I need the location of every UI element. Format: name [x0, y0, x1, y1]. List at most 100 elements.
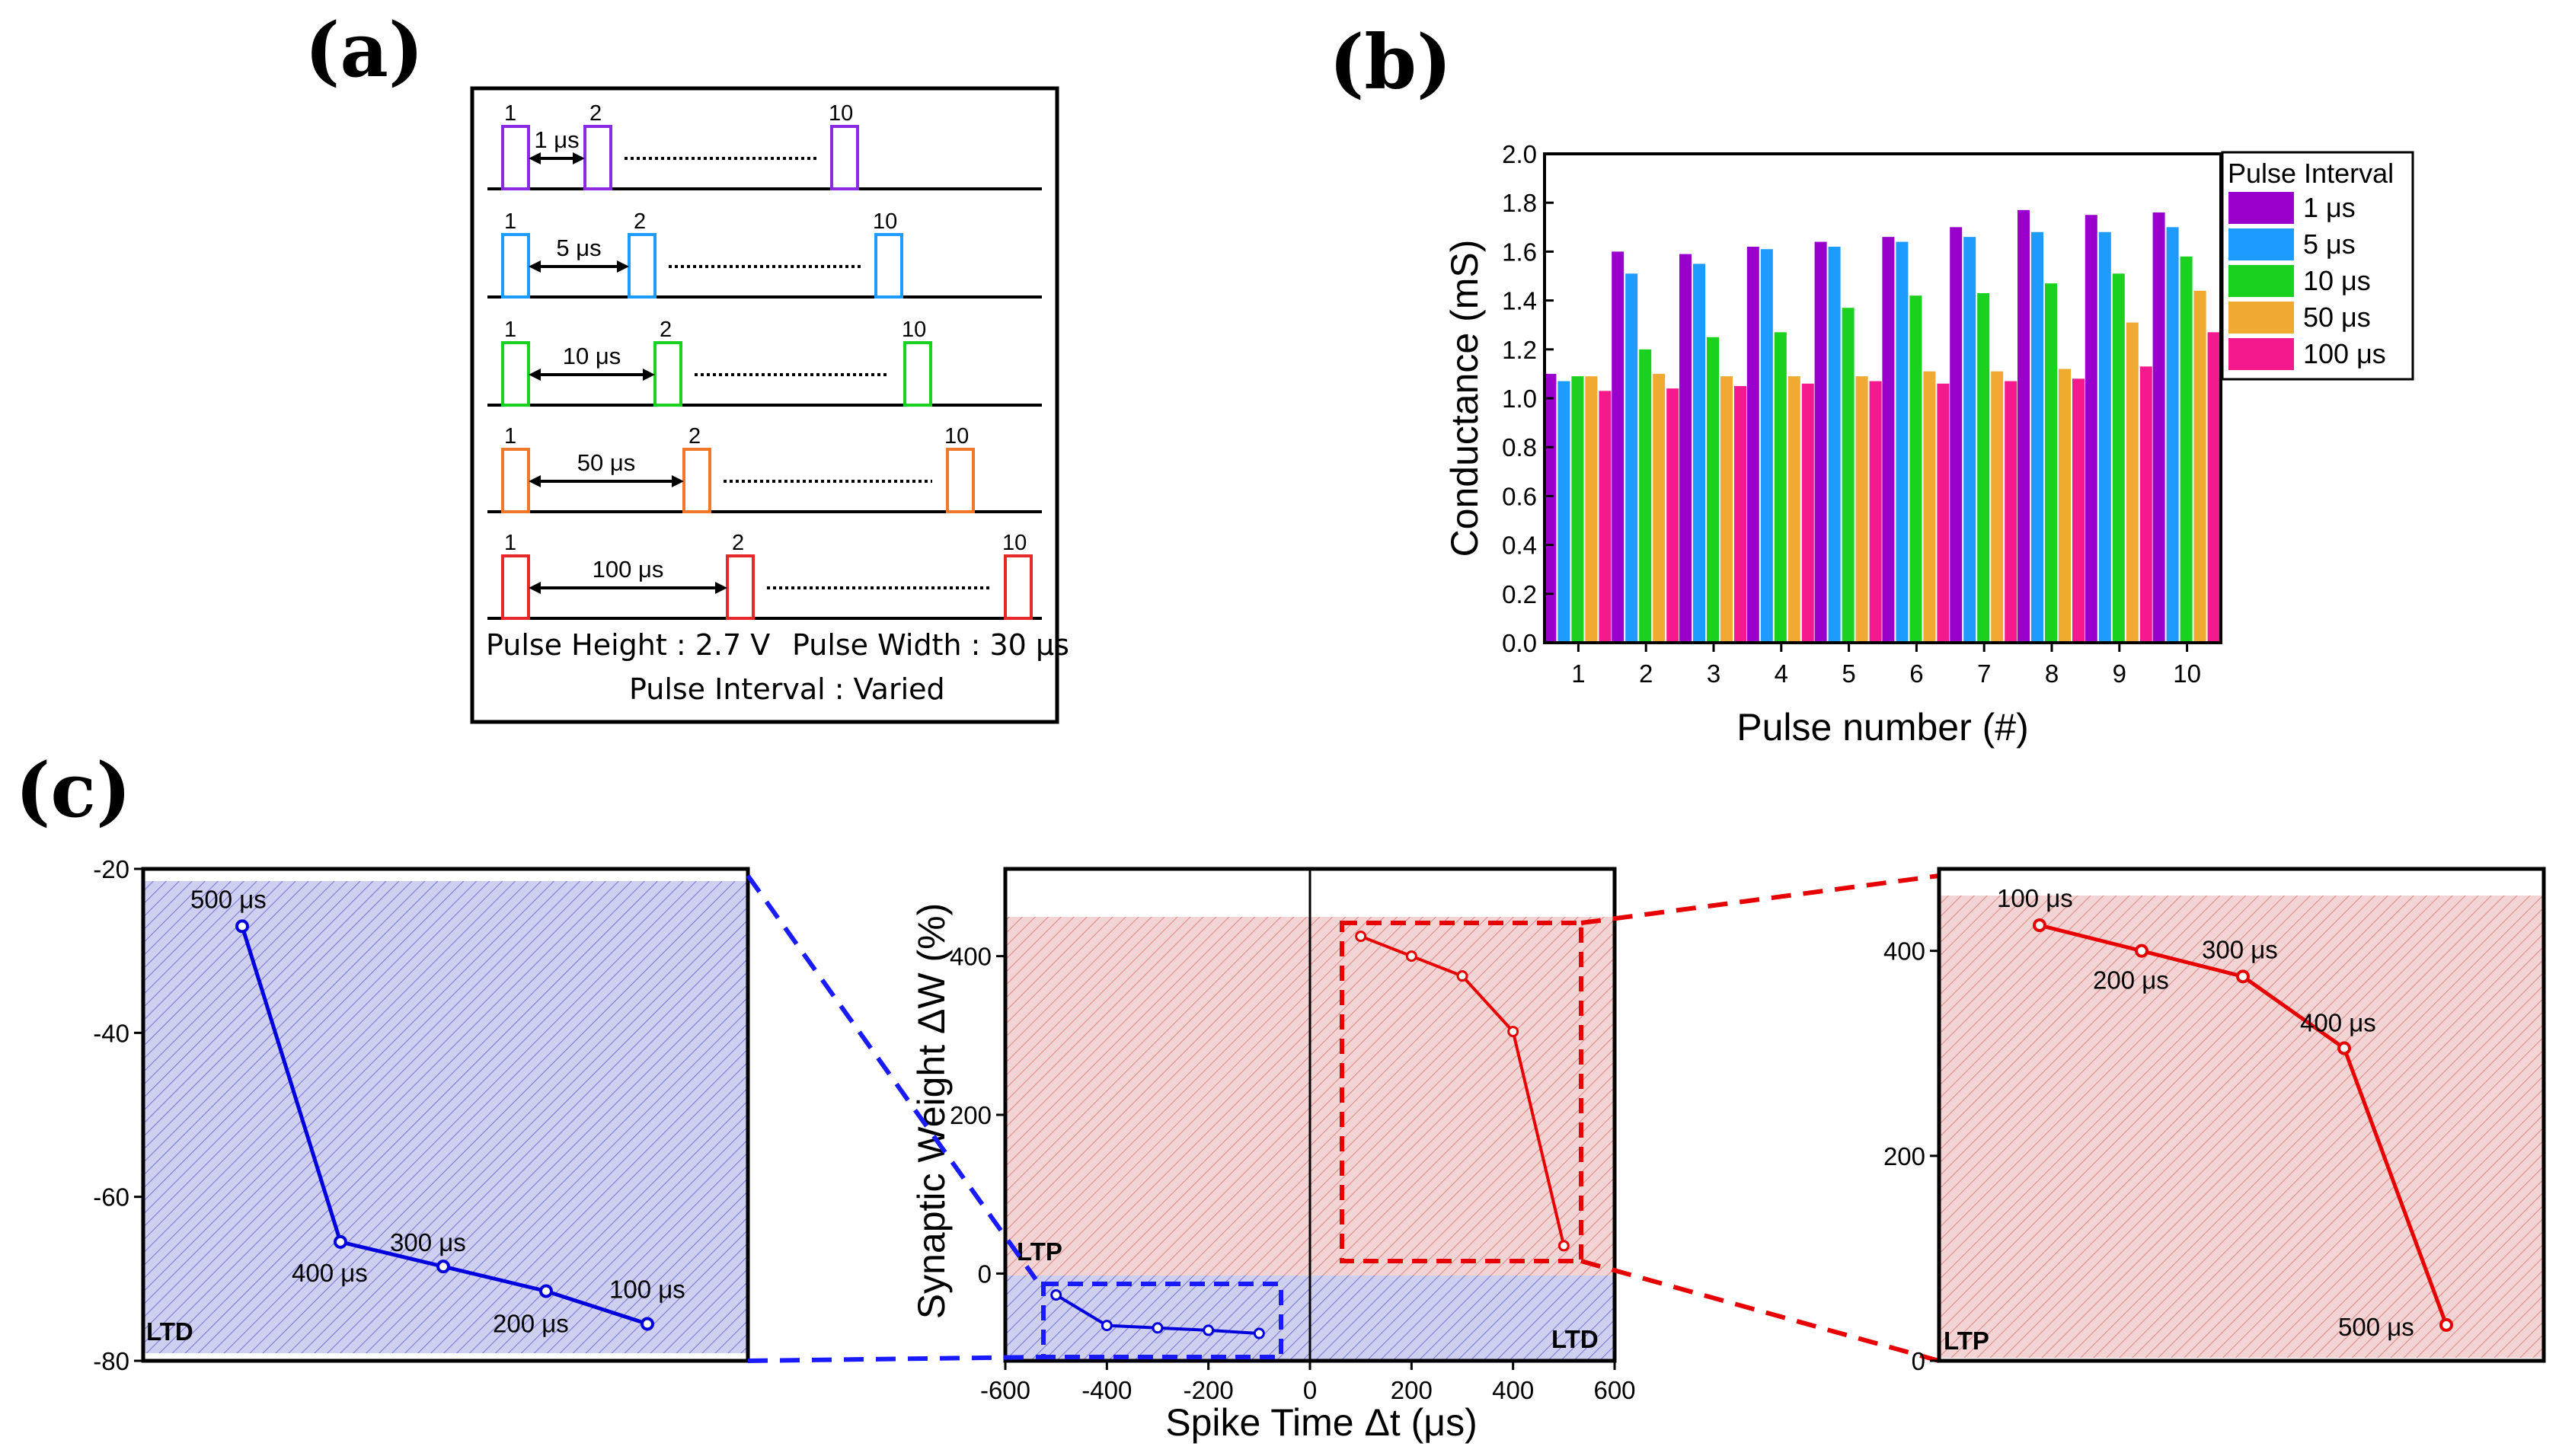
- ltd-region-label-center: LTD: [1551, 1325, 1599, 1353]
- bar: [1787, 376, 1800, 643]
- pulse-index-label: 2: [688, 424, 701, 449]
- y-tick-label: 0.0: [1502, 629, 1537, 657]
- bar: [1828, 246, 1841, 643]
- interval-arrow-head: [643, 369, 655, 381]
- pulse-rect: [903, 341, 932, 407]
- ltp-shaded-region-inset: [1939, 896, 2542, 1358]
- bar: [1760, 249, 1773, 643]
- bar: [1869, 381, 1882, 643]
- legend-swatch: [2228, 265, 2294, 297]
- bar: [1666, 388, 1679, 643]
- interval-arrow-head: [672, 475, 684, 487]
- panel-label-a: (a): [305, 7, 423, 94]
- x-tick-label: 10: [2173, 659, 2201, 688]
- bar: [2112, 273, 2125, 643]
- ltp-point: [2033, 918, 2046, 933]
- chart-cr-frame: [1937, 867, 2546, 1363]
- bar: [1842, 308, 1855, 643]
- pulse-index-label: 10: [829, 101, 853, 126]
- point-label: 400 μs: [292, 1259, 368, 1287]
- y-tick-label: -80: [93, 1347, 129, 1375]
- y-tick-label: 400: [950, 943, 992, 971]
- pulse-rect: [501, 448, 530, 513]
- bar: [2126, 322, 2139, 643]
- y-tick-label: 0: [978, 1260, 992, 1288]
- x-tick-label: 9: [2113, 659, 2126, 688]
- y-tick-label: -20: [93, 855, 129, 883]
- bar: [2193, 290, 2206, 643]
- legend-swatch: [2228, 228, 2294, 260]
- y-tick-label: 0.4: [1502, 532, 1537, 560]
- y-tick-label: 200: [1883, 1142, 1925, 1170]
- bar: [2045, 283, 2057, 643]
- x-tick-label: 200: [1391, 1376, 1433, 1404]
- bar: [1679, 254, 1692, 643]
- chart-b-legend: Pulse Interval 1 μs 5 μs 10 μs 50 μs 100 μs: [2221, 151, 2414, 381]
- bar: [1720, 376, 1733, 643]
- bar: [1571, 376, 1584, 643]
- pulse-index-label: 1: [504, 318, 516, 342]
- x-tick-label: 600: [1593, 1376, 1635, 1404]
- x-tick-label: 1: [1571, 659, 1585, 688]
- bar: [1882, 237, 1895, 643]
- bar: [2005, 381, 2017, 643]
- pulse-index-label: 2: [589, 101, 602, 126]
- bar: [1937, 383, 1950, 643]
- bar: [1909, 295, 1922, 643]
- y-tick-label: 2.0: [1502, 140, 1537, 168]
- ltp-region-label-center: LTP: [1017, 1237, 1062, 1266]
- pulse-rect: [1004, 554, 1033, 620]
- point-label: 400 μs: [2300, 1009, 2376, 1037]
- pulse-rect: [501, 233, 530, 299]
- x-tick-label: -200: [1184, 1376, 1234, 1404]
- pulse-rect: [874, 233, 903, 299]
- bar: [1625, 273, 1638, 643]
- x-tick-label: 0: [1303, 1376, 1317, 1404]
- bar: [1707, 337, 1719, 643]
- pulse-width-text: Pulse Width : 30 μs: [792, 628, 1069, 662]
- x-tick-label: 400: [1492, 1376, 1534, 1404]
- bar: [1557, 381, 1570, 643]
- ltd-point: [436, 1260, 450, 1274]
- y-tick-label: 1.2: [1502, 336, 1537, 364]
- legend-swatch: [2228, 338, 2294, 370]
- ltd-point: [334, 1234, 347, 1249]
- y-tick-label: 1.8: [1502, 189, 1537, 217]
- x-tick-label: 8: [2045, 659, 2059, 688]
- ltd-shaded-region: [143, 881, 746, 1353]
- y-tick-label: 1.6: [1502, 238, 1537, 266]
- pulse-rect: [726, 554, 755, 620]
- ltp-inset-chart: 0 200 400 100 μs 200 μs 300 μs 400 μs 500 μs L…: [1883, 867, 2546, 1375]
- ltd-point: [641, 1317, 654, 1331]
- ltd-point: [1101, 1320, 1113, 1332]
- ltp-point: [1405, 950, 1417, 963]
- pulse-height-text: Pulse Height : 2.7 V: [486, 628, 770, 662]
- pulse-interval-text: Pulse Interval : Varied: [629, 672, 945, 706]
- ltp-zoom-box: [1340, 921, 1583, 1263]
- ltd-point: [539, 1284, 553, 1298]
- pulse-rect: [830, 125, 859, 190]
- bar: [1639, 349, 1652, 643]
- legend-label: 5 μs: [2303, 228, 2356, 260]
- bar: [1801, 383, 1814, 643]
- bar: [1977, 292, 1990, 643]
- chart-b-xlabel: Pulse number (#): [1736, 706, 2029, 749]
- pulse-index-label: 2: [634, 209, 646, 234]
- x-tick-label: -600: [980, 1376, 1030, 1404]
- y-tick-label: 0.2: [1502, 580, 1537, 608]
- pulse-index-label: 10: [902, 318, 926, 342]
- y-tick-label: 1.0: [1502, 385, 1537, 413]
- interval-arrow-head: [617, 260, 629, 273]
- chart-b-ylabel: Conductance (mS): [1443, 240, 1486, 557]
- ltd-zoom-box: [1041, 1282, 1283, 1359]
- pulse-schematic: 1 2 10 1 μs 1 2 10 5 μs 1 2 10 10 μs 1 2 10 50 μs 1 2 10 10…: [470, 86, 1069, 724]
- y-tick-label: 400: [1883, 937, 1925, 966]
- ltd-inset-chart: -20 -40 -60 -80 500 μs 400 μs 300 μs 200 μs 100…: [93, 855, 750, 1375]
- ltp-point: [1456, 970, 1468, 982]
- bar: [2072, 378, 2085, 643]
- point-label: 200 μs: [493, 1309, 569, 1337]
- interval-label: 100 μs: [593, 556, 664, 583]
- pulse-rect: [501, 341, 530, 407]
- interval-arrow-head: [529, 260, 541, 273]
